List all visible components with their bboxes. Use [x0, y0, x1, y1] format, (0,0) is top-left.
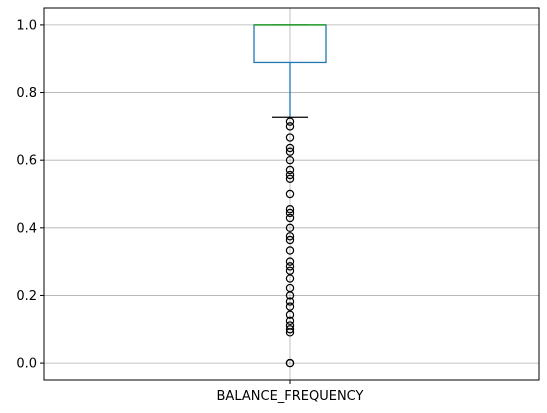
outlier-point [285, 174, 295, 183]
outlier-layer [285, 117, 295, 368]
outlier-point [285, 310, 295, 319]
outlier-point [285, 283, 295, 293]
outlier-point [285, 232, 295, 241]
outlier-point [285, 302, 295, 311]
outlier-point [285, 266, 295, 275]
outlier-point [285, 143, 295, 153]
outlier-point [285, 165, 295, 175]
outlier-point [285, 213, 295, 223]
outlier-point [285, 189, 295, 199]
outlier-point [285, 297, 295, 306]
y-tick-label: 0.0 [16, 357, 37, 372]
outlier-point [285, 316, 295, 326]
outlier-point [285, 208, 295, 218]
y-tick-label: 1.0 [16, 18, 37, 33]
outlier-point [285, 155, 295, 165]
plot-frame [43, 7, 540, 381]
outlier-point [285, 262, 295, 271]
y-tick-label: 0.2 [16, 289, 37, 304]
y-tick-label: 0.8 [16, 86, 37, 101]
outlier-point [285, 223, 295, 233]
outlier-point [285, 257, 295, 266]
x-tick-label: BALANCE_FREQUENCY [217, 389, 364, 404]
box-layer [253, 24, 327, 118]
outlier-point [285, 117, 295, 126]
outlier-point [285, 325, 295, 334]
outlier-point [285, 205, 295, 214]
outlier-point [285, 147, 295, 156]
outlier-point [285, 122, 295, 131]
y-tick-label: 0.6 [16, 154, 37, 169]
outlier-point [285, 358, 295, 368]
tick-layer: 0.0 0.2 0.4 0.6 0.8 1.0 BALANCE_FREQUENCY [16, 18, 363, 404]
outlier-point [285, 246, 295, 255]
y-tick-label: 0.4 [16, 221, 37, 236]
outlier-point [285, 133, 295, 142]
outlier-point [285, 321, 295, 330]
outlier-point [285, 235, 295, 245]
outlier-point [285, 170, 295, 180]
